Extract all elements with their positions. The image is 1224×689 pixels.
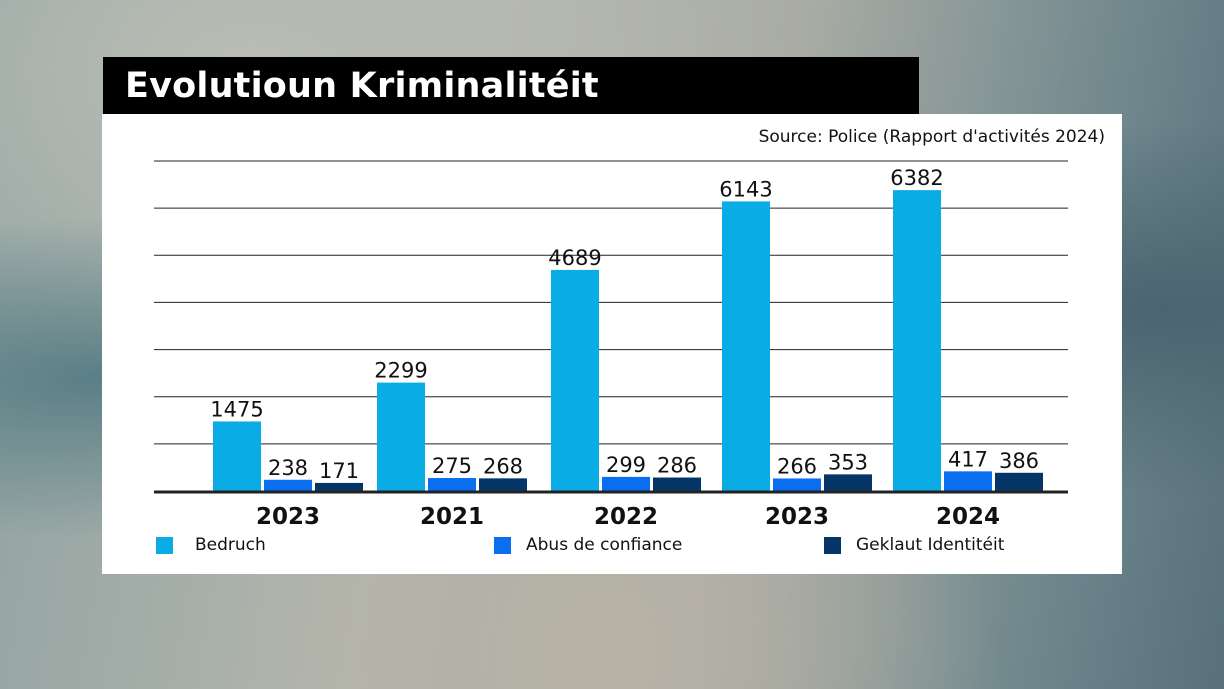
bar-bedruch-1: [377, 382, 425, 491]
bar-abus-de-confiance-2: [602, 476, 650, 491]
bar-abus-de-confiance-3: [773, 478, 821, 491]
data-label: 1475: [210, 397, 263, 421]
bar-abus-de-confiance-1: [428, 478, 476, 491]
bar-abus-de-confiance-4: [944, 471, 992, 491]
data-label: 299: [606, 453, 646, 477]
x-tick-label: 2021: [420, 504, 484, 530]
chart-panel: Source: Police (Rapport d'activités 2024…: [102, 114, 1122, 574]
x-tick-label: 2023: [256, 504, 320, 530]
source-note: Source: Police (Rapport d'activités 2024…: [758, 127, 1105, 147]
data-label: 286: [657, 454, 697, 478]
data-label: 238: [268, 456, 308, 480]
legend-item-abus-de-confiance: Abus de confiance: [494, 534, 682, 556]
chart-title: Evolutioun Kriminalitéit: [103, 57, 919, 114]
bar-bedruch-4: [893, 190, 941, 491]
bar-abus-de-confiance-0: [264, 479, 312, 491]
data-label: 417: [948, 447, 988, 471]
bar-chart: 1475 238 171 2299 275 268 4689 299 286 6143 266 353…: [154, 160, 1068, 530]
data-label: 6382: [890, 166, 943, 190]
bar-bedruch-3: [722, 201, 770, 491]
bar-geklaut-identit-it-1: [479, 478, 527, 491]
x-tick-label: 2022: [594, 504, 658, 530]
bar-geklaut-identit-it-4: [995, 472, 1043, 491]
data-label: 268: [483, 454, 523, 478]
data-label: 171: [319, 459, 359, 483]
x-axis: 2023 2021 2022 2023 2024: [154, 490, 1068, 530]
data-label: 266: [777, 454, 817, 478]
legend-swatch: [156, 536, 173, 554]
legend-item-bedruch: Bedruch: [156, 534, 266, 556]
data-label: 275: [432, 454, 472, 478]
data-label: 386: [999, 449, 1039, 473]
value-labels: 1475 238 171 2299 275 268 4689 299 286 6143 266 353…: [210, 166, 1039, 483]
legend-label: Bedruch: [195, 535, 266, 555]
legend-swatch: [494, 536, 511, 554]
bar-geklaut-identit-it-3: [824, 474, 872, 491]
legend-label: Abus de confiance: [526, 535, 683, 555]
chart-title-text: Evolutioun Kriminalitéit: [125, 65, 599, 106]
data-label: 6143: [719, 177, 772, 201]
legend-label: Geklaut Identitéit: [856, 535, 1005, 555]
legend-item-geklaut-identiteit: Geklaut Identitéit: [824, 534, 1004, 556]
bar-bedruch-2: [551, 269, 599, 491]
bar-bedruch-0: [213, 421, 261, 491]
data-label: 4689: [548, 246, 601, 270]
bar-geklaut-identit-it-0: [315, 482, 363, 491]
legend-swatch: [824, 536, 841, 554]
data-label: 2299: [374, 359, 427, 383]
bar-geklaut-identit-it-2: [653, 477, 701, 491]
data-label: 353: [828, 450, 868, 474]
x-tick-label: 2024: [936, 504, 1000, 530]
bars: [213, 190, 1043, 491]
x-tick-label: 2023: [765, 504, 829, 530]
